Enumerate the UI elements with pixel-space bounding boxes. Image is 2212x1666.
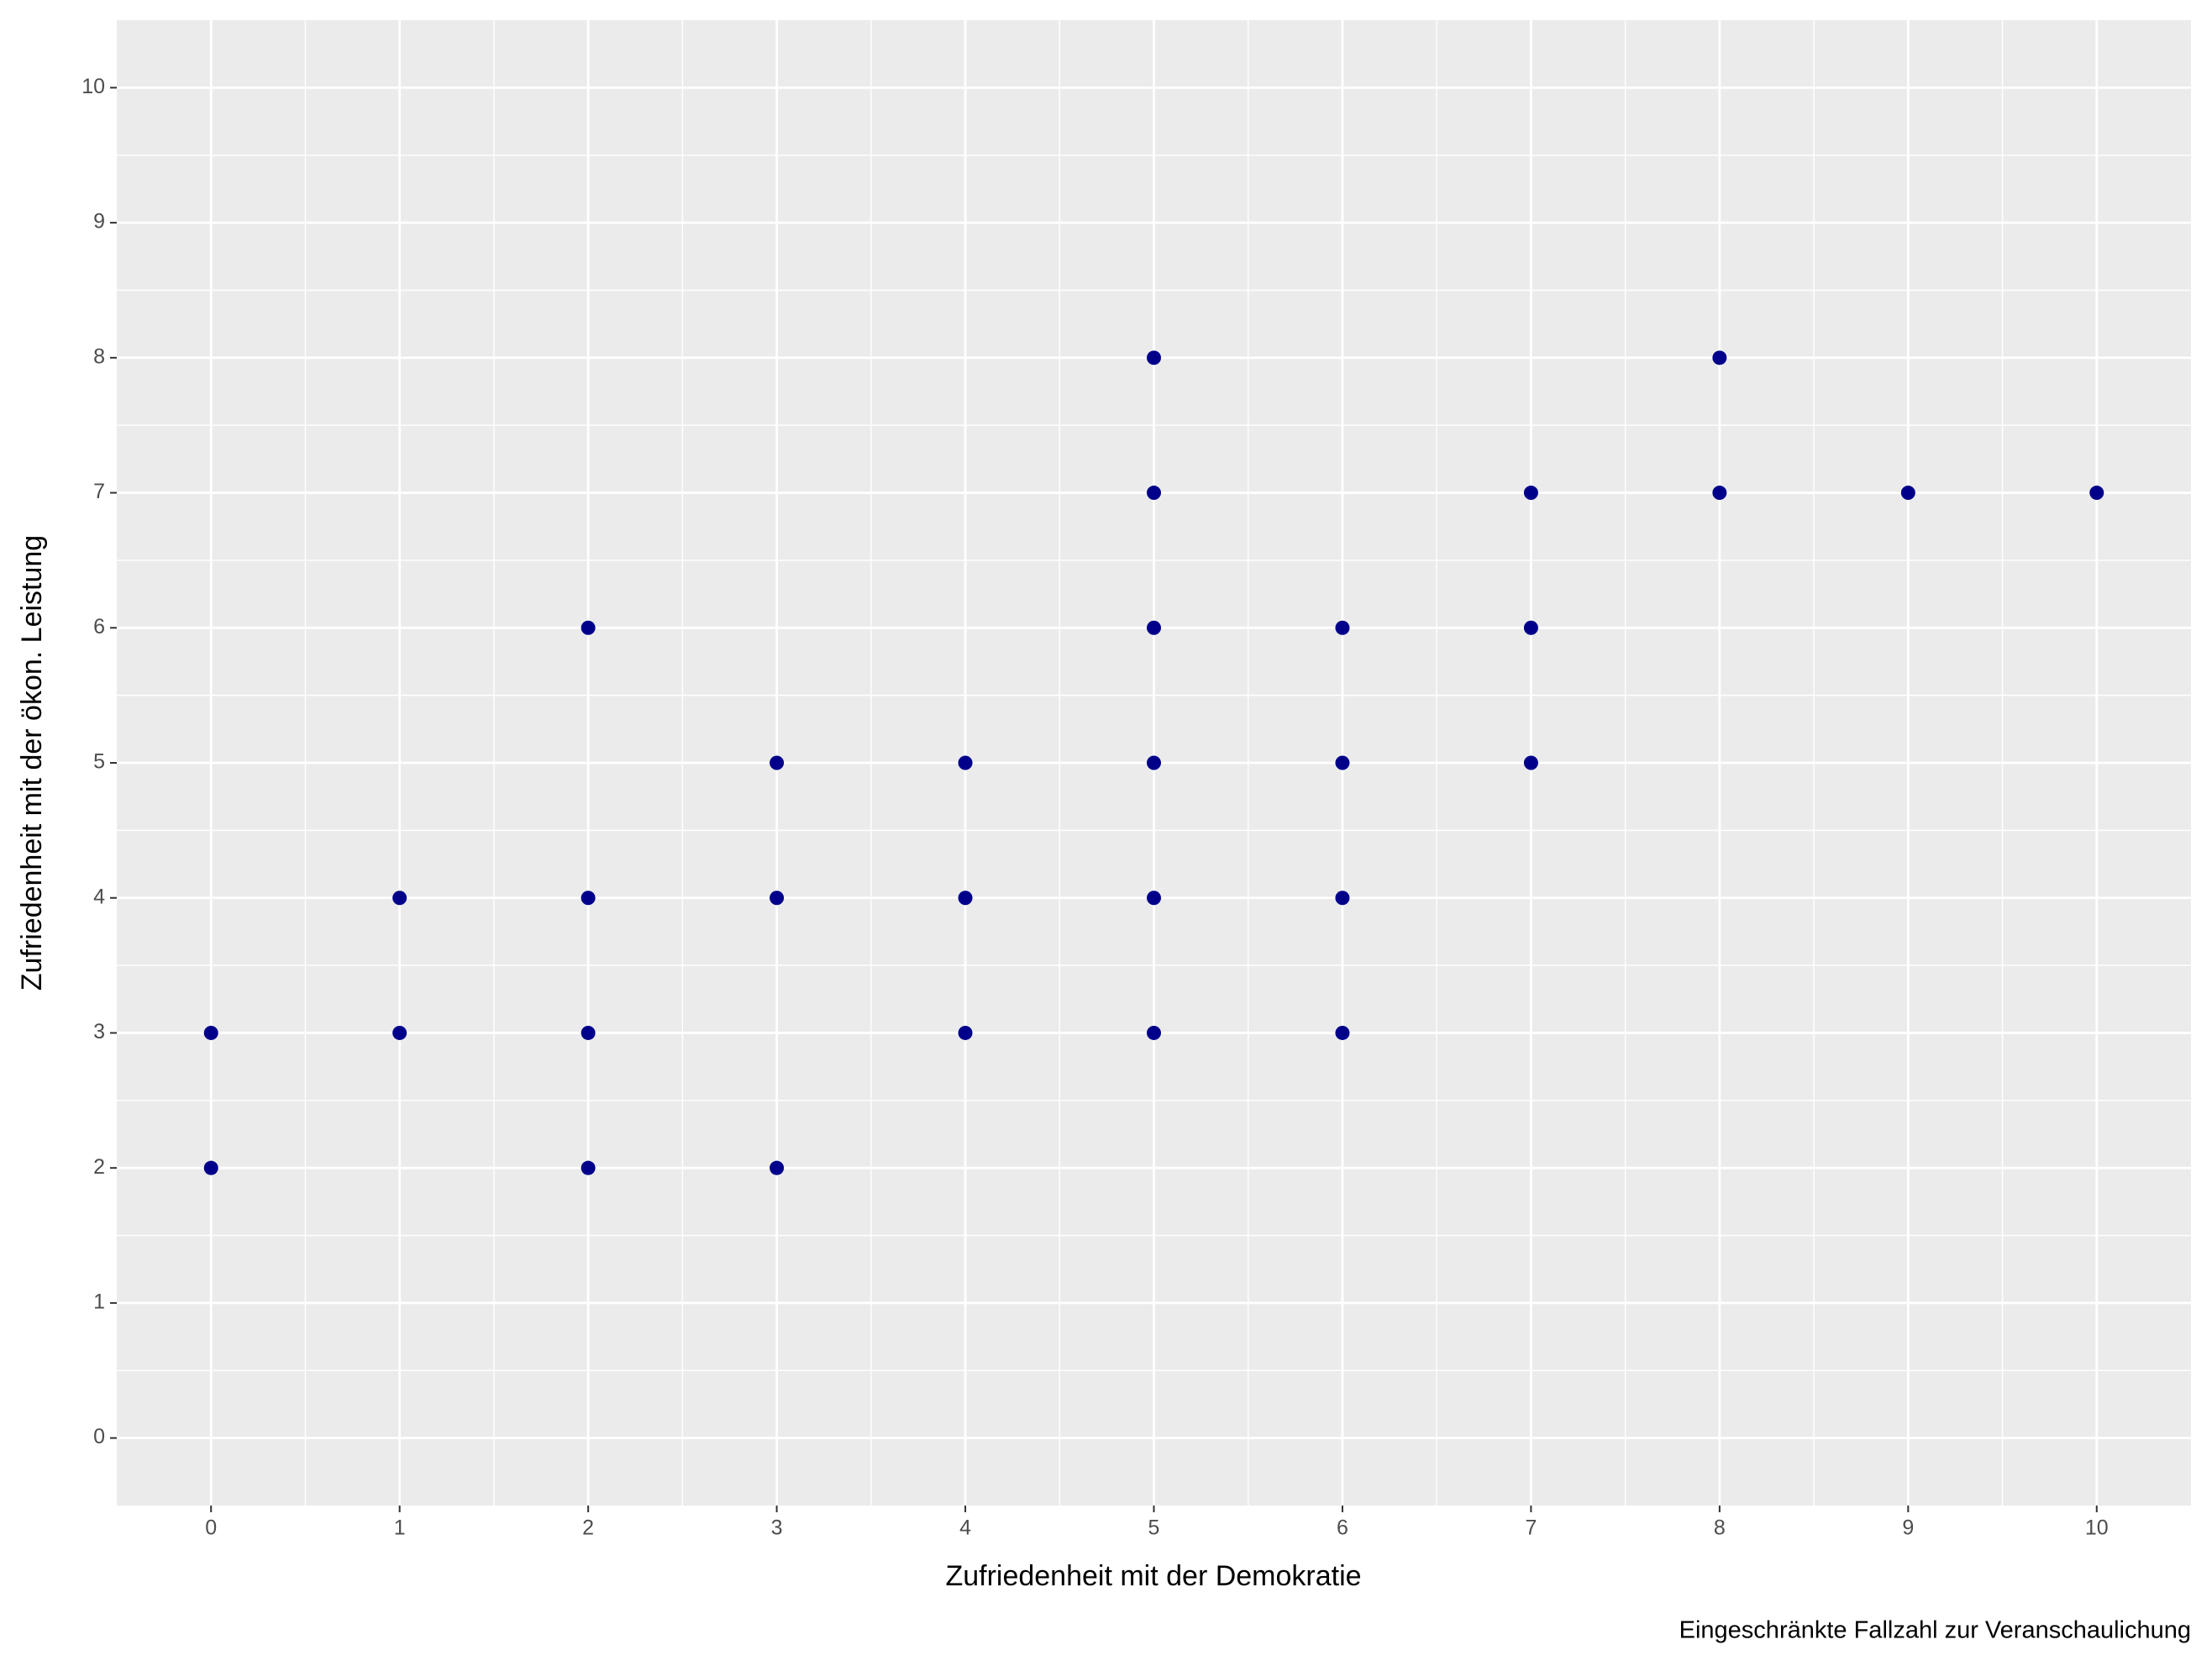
point	[392, 1025, 407, 1040]
x-tick-label: 5	[1148, 1516, 1160, 1540]
y-tick-label: 4	[93, 885, 105, 908]
point	[1335, 755, 1350, 770]
point	[770, 1160, 785, 1175]
y-axis-title: Zufriedenheit mit der ökon. Leistung	[16, 535, 48, 991]
point	[770, 891, 785, 906]
point	[581, 1160, 596, 1175]
x-tick-label: 10	[2085, 1516, 2109, 1540]
point	[581, 620, 596, 635]
x-tick-label: 0	[205, 1516, 217, 1540]
point	[2089, 486, 2104, 501]
point	[1335, 891, 1350, 906]
point	[1712, 486, 1727, 501]
point	[581, 1025, 596, 1040]
y-tick-label: 6	[93, 615, 105, 639]
point	[203, 1025, 218, 1040]
grid	[117, 20, 2191, 1506]
x-tick-label: 1	[394, 1516, 406, 1540]
point	[1523, 620, 1538, 635]
point	[1147, 1025, 1161, 1040]
point	[203, 1160, 218, 1175]
point	[392, 891, 407, 906]
point	[581, 891, 596, 906]
point	[1335, 620, 1350, 635]
y-tick-label: 1	[93, 1290, 105, 1314]
y-tick-label: 0	[93, 1425, 105, 1448]
point	[958, 755, 973, 770]
y-tick-label: 5	[93, 750, 105, 774]
point	[958, 1025, 973, 1040]
y-tick-label: 2	[93, 1155, 105, 1179]
x-tick-label: 6	[1337, 1516, 1348, 1540]
x-tick-label: 7	[1525, 1516, 1537, 1540]
y-tick-label: 10	[81, 75, 105, 98]
point	[1523, 755, 1538, 770]
y-tick-label: 3	[93, 1020, 105, 1043]
x-tick-label: 9	[1902, 1516, 1914, 1540]
point	[1147, 350, 1161, 365]
point	[1712, 350, 1727, 365]
y-tick-label: 8	[93, 344, 105, 368]
x-axis-title: Zufriedenheit mit der Demokratie	[945, 1560, 1361, 1592]
y-tick-label: 9	[93, 210, 105, 234]
point	[1147, 891, 1161, 906]
y-tick-label: 7	[93, 480, 105, 503]
x-tick-label: 2	[582, 1516, 594, 1540]
point	[1523, 486, 1538, 501]
point	[1147, 620, 1161, 635]
point	[1147, 755, 1161, 770]
point	[1147, 486, 1161, 501]
x-tick-label: 4	[959, 1516, 971, 1540]
point	[958, 891, 973, 906]
point	[1335, 1025, 1350, 1040]
x-tick-label: 3	[771, 1516, 783, 1540]
caption: Eingeschränkte Fallzahl zur Veranschauli…	[1679, 1617, 2191, 1644]
point	[770, 755, 785, 770]
x-tick-label: 8	[1714, 1516, 1726, 1540]
point	[1900, 486, 1915, 501]
